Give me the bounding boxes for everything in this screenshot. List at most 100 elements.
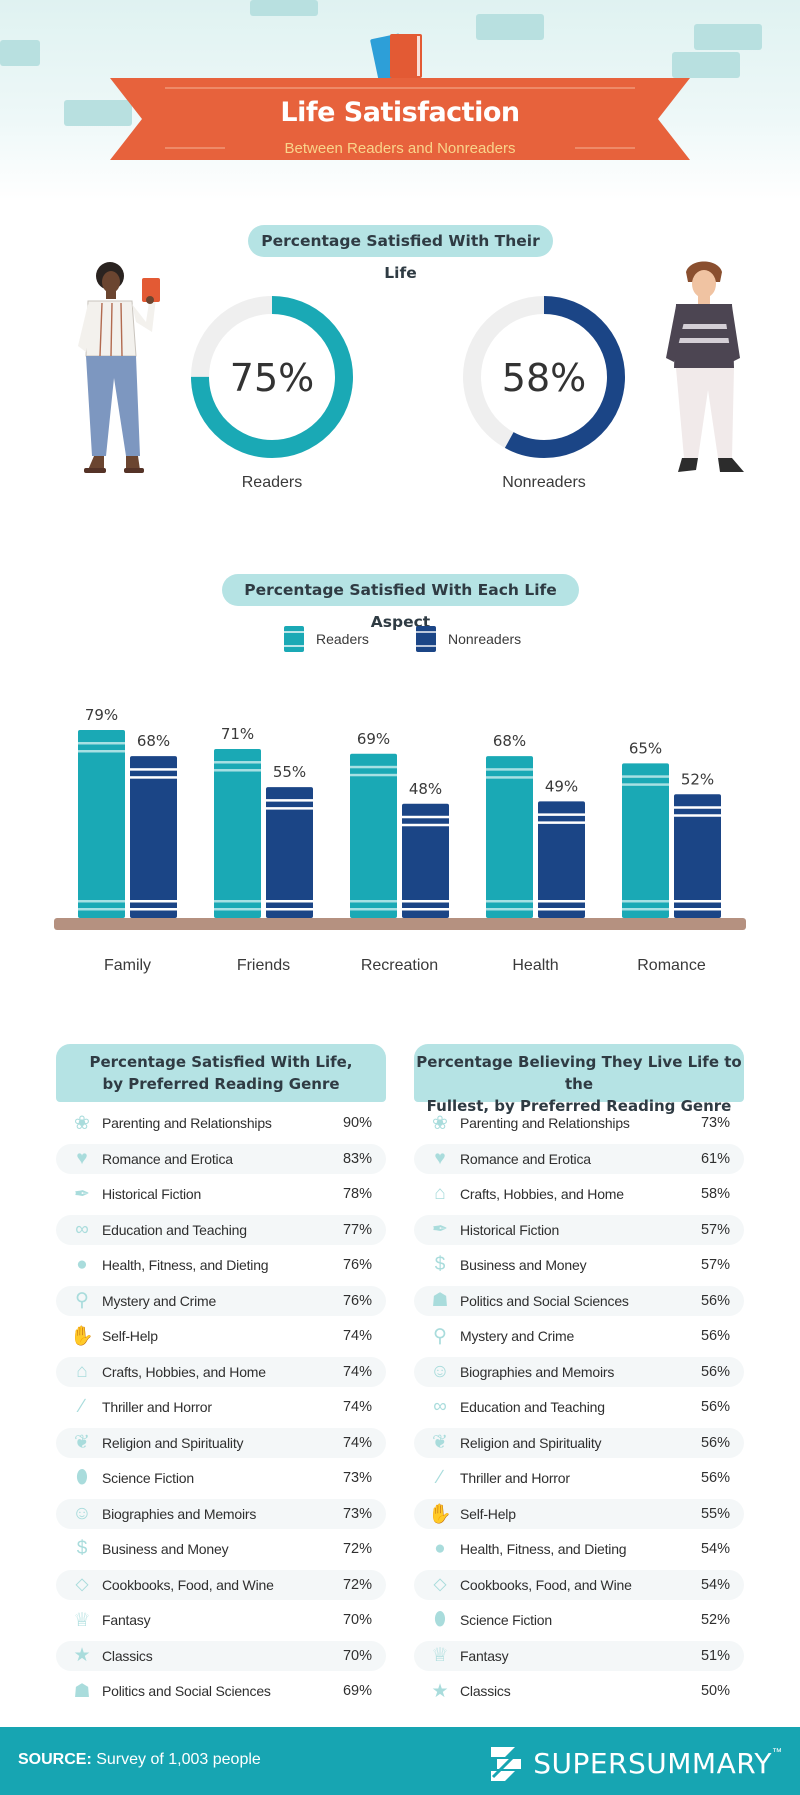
quill-icon: ✒ — [432, 1219, 448, 1240]
footer: SOURCE: Survey of 1,003 people SUPERSUMM… — [0, 1727, 800, 1795]
genre-label: Self-Help — [102, 1328, 158, 1344]
magnifier-icon: ⚲ — [75, 1290, 89, 1311]
bar-band — [214, 761, 261, 764]
crown-icon: ♕ — [431, 1645, 449, 1666]
genre-value: 56% — [700, 1470, 730, 1486]
supersummary-logo-icon — [491, 1747, 522, 1781]
genre-value: 83% — [342, 1150, 372, 1167]
genre-value: 74% — [342, 1328, 372, 1344]
star-icon: ★ — [431, 1680, 449, 1702]
readers-donut-arc — [191, 296, 353, 458]
genre-label: Business and Money — [102, 1541, 229, 1557]
genre-label: Fantasy — [102, 1612, 151, 1628]
bar-nonreaders-friends — [266, 787, 313, 918]
bar-value-readers-romance: 65% — [629, 739, 662, 757]
bar-nonreaders-romance — [674, 794, 721, 918]
table-row: ★ Classics 70% — [56, 1640, 386, 1671]
table-row: ♕ Fantasy 51% — [414, 1640, 744, 1671]
table-row: ❦ Religion and Spirituality 74% — [56, 1427, 386, 1458]
nonreaders-donut-value: 58% — [502, 356, 586, 400]
genre-table-fullest-title-line1: Percentage Believing They Live Life to t… — [416, 1053, 742, 1093]
hand-icon: ✋ — [70, 1326, 94, 1347]
bar-band — [350, 900, 397, 903]
genre-value: 78% — [342, 1186, 372, 1202]
table-row: ● Health, Fitness, and Dieting 76% — [56, 1250, 386, 1280]
wine-glass-icon: ⬦ — [75, 1573, 89, 1595]
dollar-icon: $ — [76, 1538, 88, 1559]
genre-value: 77% — [342, 1221, 372, 1238]
genre-value: 56% — [700, 1363, 730, 1380]
knife-icon: ∕ — [80, 1396, 84, 1417]
table-row: ⬦ Cookbooks, Food, and Wine 72% — [56, 1569, 386, 1600]
genre-value: 74% — [342, 1363, 372, 1380]
bar-band — [622, 900, 669, 903]
genre-value: 76% — [342, 1292, 372, 1309]
genre-label: Business and Money — [460, 1257, 587, 1273]
genre-label: Crafts, Hobbies, and Home — [102, 1363, 266, 1380]
cloud-shape — [0, 40, 40, 66]
genre-label: Parenting and Relationships — [460, 1115, 630, 1131]
legend-nonreaders-label: Nonreaders — [448, 631, 522, 647]
bar-nonreaders-family — [130, 756, 177, 918]
table-row: ☗ Politics and Social Sciences 56% — [414, 1285, 744, 1316]
nonreader-man-illustration — [666, 261, 744, 472]
bar-value-readers-friends: 71% — [221, 725, 254, 743]
bar-band — [214, 769, 261, 772]
legend-readers: Readers — [284, 626, 369, 652]
genre-label: Thriller and Horror — [460, 1470, 570, 1486]
bar-value-readers-recreation: 69% — [357, 730, 390, 748]
table-row: ❦ Religion and Spirituality 56% — [414, 1427, 744, 1458]
table-row: ⚲ Mystery and Crime 76% — [56, 1285, 386, 1316]
table-row: ∕ Thriller and Horror 74% — [56, 1392, 386, 1422]
bar-band — [674, 908, 721, 911]
table-row: $ Business and Money 57% — [414, 1250, 744, 1280]
bar-band — [130, 908, 177, 911]
genre-value: 74% — [342, 1399, 372, 1415]
genre-value: 52% — [700, 1612, 730, 1628]
brand-trademark: ™ — [772, 1747, 782, 1758]
genre-label: Historical Fiction — [460, 1221, 560, 1238]
bar-value-nonreaders-family: 68% — [137, 732, 170, 750]
genre-value: 56% — [700, 1399, 730, 1415]
genre-label: Classics — [460, 1683, 511, 1699]
genre-label: Science Fiction — [102, 1470, 194, 1486]
cloud-shape — [64, 100, 132, 126]
magnifier-icon: ⚲ — [433, 1325, 447, 1347]
glasses-icon: ∞ — [433, 1396, 447, 1417]
genre-value: 56% — [700, 1434, 730, 1451]
genre-value: 61% — [700, 1150, 730, 1167]
genre-label: Parenting and Relationships — [102, 1115, 272, 1131]
genre-value: 56% — [700, 1292, 730, 1309]
genre-label: Historical Fiction — [102, 1186, 202, 1202]
table-row: ☺ Biographies and Memoirs 56% — [414, 1356, 744, 1387]
genre-label: Politics and Social Sciences — [102, 1683, 271, 1699]
genre-label: Romance and Erotica — [102, 1150, 233, 1167]
bar-readers-friends — [214, 749, 261, 918]
bar-band — [78, 750, 125, 753]
table-row: ⚲ Mystery and Crime 56% — [414, 1321, 744, 1351]
legend-nonreaders: Nonreaders — [416, 626, 521, 652]
genre-label: Religion and Spirituality — [102, 1434, 244, 1451]
bar-nonreaders-health — [538, 801, 585, 918]
genre-label: Science Fiction — [460, 1612, 552, 1628]
category-label-friends: Friends — [237, 957, 290, 974]
table-row: ⬮ Science Fiction 52% — [414, 1605, 744, 1635]
crown-icon: ♕ — [73, 1609, 91, 1631]
genre-label: Health, Fitness, and Dieting — [460, 1541, 627, 1557]
category-label-family: Family — [104, 957, 151, 974]
table-row: ● Health, Fitness, and Dieting 54% — [414, 1534, 744, 1564]
brand[interactable]: SUPERSUMMARY ™ — [489, 1743, 782, 1783]
table-row: ❀ Parenting and Relationships 73% — [414, 1108, 744, 1138]
section-heading-overall: Percentage Satisfied With Their Life — [248, 225, 553, 282]
dove-icon: ❦ — [74, 1432, 90, 1453]
books-icon — [370, 33, 422, 81]
genre-value: 58% — [700, 1186, 730, 1202]
genre-table-fullest: Percentage Believing They Live Life to t… — [414, 1044, 744, 1702]
readers-donut-label: Readers — [241, 474, 303, 491]
bar-band — [402, 900, 449, 903]
glasses-icon: ∞ — [75, 1218, 89, 1240]
genre-value: 57% — [700, 1257, 730, 1273]
page-title: Life Satisfaction — [280, 97, 520, 128]
genre-label: Fantasy — [460, 1647, 509, 1664]
bar-band — [402, 815, 449, 819]
